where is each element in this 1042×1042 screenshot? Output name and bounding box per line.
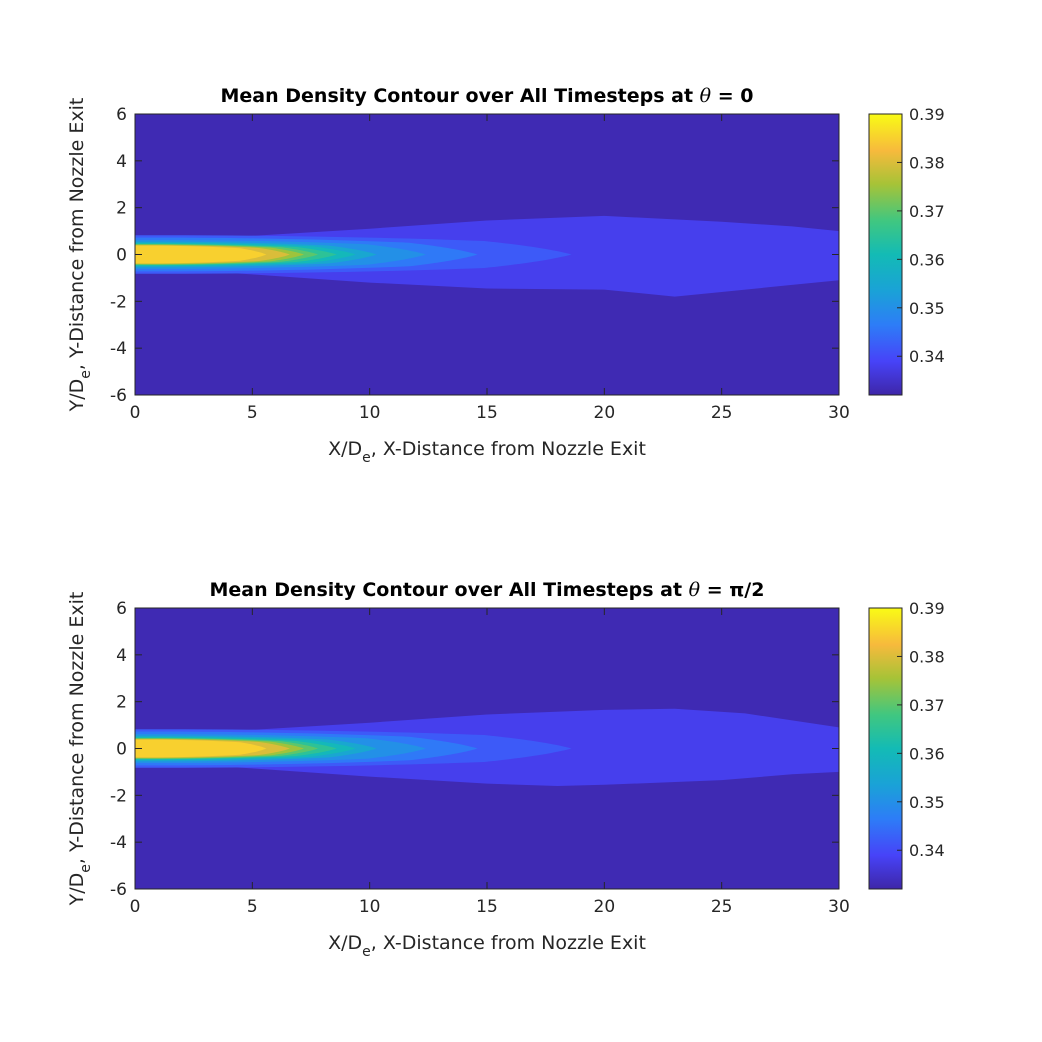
x-tick-label: 0 — [130, 403, 141, 423]
contour-area — [135, 608, 839, 889]
x-tick-label: 0 — [130, 897, 141, 917]
colorbar-tick-label: 0.37 — [909, 696, 945, 715]
x-axis-label: X/De, X-Distance from Nozzle Exit — [328, 932, 646, 960]
colorbar-tick-label: 0.34 — [909, 347, 945, 366]
colorbar-tick-label: 0.35 — [909, 299, 945, 318]
x-tick-label: 20 — [594, 897, 616, 917]
x-tick-label: 5 — [247, 403, 258, 423]
colorbar-gradient — [868, 607, 903, 890]
x-tick-label: 30 — [828, 403, 850, 423]
x-tick-label: 25 — [711, 403, 733, 423]
y-tick-label: 0 — [116, 740, 127, 760]
colorbar-tick-label: 0.39 — [909, 599, 945, 618]
y-tick-label: 6 — [116, 105, 127, 125]
y-tick-label: 4 — [116, 646, 127, 666]
y-tick-label: 4 — [116, 152, 127, 172]
y-tick-label: -6 — [110, 386, 127, 406]
colorbar-tick-label: 0.38 — [909, 647, 945, 666]
x-tick-label: 15 — [476, 403, 498, 423]
x-tick-label: 10 — [359, 897, 381, 917]
y-tick-label: -4 — [110, 339, 127, 359]
colorbar-tick-label: 0.38 — [909, 153, 945, 172]
contour-level-band — [135, 739, 267, 758]
colorbar: 0.39 0.38 0.37 0.36 0.35 0.34 — [868, 599, 945, 890]
colorbar-tick-label: 0.35 — [909, 793, 945, 812]
colorbar-gradient — [868, 113, 903, 396]
colorbar-tick-label: 0.34 — [909, 841, 945, 860]
y-tick-label: -4 — [110, 833, 127, 853]
y-tick-label: 2 — [116, 199, 127, 219]
colorbar-tick-label: 0.39 — [909, 105, 945, 124]
y-tick-label: 2 — [116, 693, 127, 713]
colorbar-tick-label: 0.36 — [909, 744, 945, 763]
x-tick-label: 15 — [476, 897, 498, 917]
x-tick-label: 10 — [359, 403, 381, 423]
y-tick-label: -2 — [110, 786, 127, 806]
x-tick-label: 30 — [828, 897, 850, 917]
y-tick-label: 0 — [116, 246, 127, 266]
contour-level-band — [135, 245, 267, 264]
contour-area — [135, 114, 839, 395]
x-tick-label: 20 — [594, 403, 616, 423]
y-tick-label: 6 — [116, 599, 127, 619]
y-axis-label: Y/De, Y-Distance from Nozzle Exit — [66, 592, 94, 907]
colorbar-tick-label: 0.37 — [909, 202, 945, 221]
y-tick-label: -2 — [110, 292, 127, 312]
chart-title: Mean Density Contour over All Timesteps … — [221, 85, 754, 107]
x-tick-label: 5 — [247, 897, 258, 917]
y-axis-label: Y/De, Y-Distance from Nozzle Exit — [66, 98, 94, 413]
colorbar-tick-label: 0.36 — [909, 250, 945, 269]
colorbar: 0.39 0.38 0.37 0.36 0.35 0.34 — [868, 105, 945, 396]
y-tick-label: -6 — [110, 880, 127, 900]
x-axis-label: X/De, X-Distance from Nozzle Exit — [328, 438, 646, 466]
x-tick-label: 25 — [711, 897, 733, 917]
chart-title: Mean Density Contour over All Timesteps … — [210, 579, 765, 601]
